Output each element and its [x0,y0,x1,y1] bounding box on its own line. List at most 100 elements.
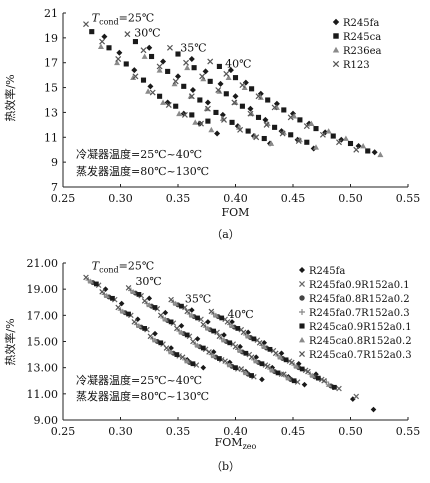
y-tick-label: 15 [44,82,58,95]
y-tick-label: 11.00 [27,388,59,401]
data-point [179,354,186,361]
data-point [171,80,178,87]
y-tick-label: 17.00 [27,309,59,322]
data-point [131,67,138,74]
data-point [263,121,270,128]
chart-panel-b: 0.25 0.30 0.35 0.40 0.45 0.50 0.55 9.00 11.00 13.… [3,257,420,473]
data-point [191,65,197,71]
data-point [299,366,305,372]
data-point [211,328,217,334]
data-point [261,340,268,346]
data-point [213,312,219,318]
x-axis-title-main: FOM [215,436,243,449]
data-point [189,87,196,94]
data-point [360,142,367,149]
data-point [353,146,360,153]
legend-label: R245fa0.8R152a0.2 [309,294,410,305]
legend-marker [299,309,305,315]
condensing-temperature-label: Tcond=25℃ [92,260,154,275]
y-tick-label: 13.00 [27,362,59,375]
data-point [237,126,244,133]
x-tick-label: 0.40 [223,192,248,205]
data-point [99,288,105,295]
data-point [256,340,263,346]
data-point [123,61,129,67]
data-point [365,148,371,154]
data-point [251,336,257,342]
y-axis-title: 热效率/% [3,318,17,365]
data-point [262,116,269,123]
legend-marker [299,295,305,301]
data-point [172,300,179,306]
data-point [330,133,336,139]
condition-note: 蒸发器温度=80℃~130℃ [76,389,209,403]
data-point [206,349,212,355]
data-point [152,337,158,343]
data-point [221,332,227,338]
legend-marker [332,46,340,53]
x-tick-label: 0.30 [108,192,133,205]
y-tick-label: 13 [44,106,58,119]
data-point [239,103,245,109]
legend: R245fa R245fa0.9R152a0.1 R245fa0.8R152a0.2… [299,266,412,361]
data-point [118,300,125,307]
data-point [242,79,249,86]
data-point [147,83,154,90]
legend-label: R236ea [343,46,382,57]
x-tick-label: 0.35 [166,192,191,205]
data-point [173,103,179,109]
data-point [189,112,195,118]
data-point [146,44,153,51]
data-point [215,87,222,94]
data-point [231,99,238,106]
data-point [259,361,265,367]
data-point [303,123,310,130]
data-point [336,385,342,392]
data-point [200,364,207,371]
x-tick-label: 0.40 [223,425,248,438]
data-point [261,343,268,349]
data-point [291,113,298,119]
data-point [272,350,279,357]
annotation-value: =25℃ [119,260,155,273]
data-point [93,281,99,287]
data-point [223,70,230,77]
data-point [268,140,275,146]
data-point [194,342,201,348]
data-point [196,120,203,127]
data-point [197,97,203,103]
data-point [207,78,213,84]
x-tick-label: 0.25 [51,192,76,205]
data-point [178,329,185,335]
data-point [265,97,271,103]
data-point [261,135,267,142]
data-point [280,371,287,378]
y-tick-label: 11 [44,131,58,144]
data-point [131,319,138,325]
data-point [188,93,195,100]
series-r245ca0-7r152a0-3 [83,274,327,384]
legend-label: R245fa [309,266,345,277]
legend-label: R245ca0.7R152a0.3 [309,350,412,361]
data-point [142,326,148,331]
data-point [189,312,195,318]
data-point [140,77,147,83]
data-point [124,31,131,38]
data-point [208,126,215,133]
data-point [255,114,262,120]
data-point [156,67,163,73]
data-point [370,406,377,413]
annotation-symbol: T [92,12,101,25]
x-tick-label: 0.45 [281,192,306,205]
data-point [165,101,172,108]
condensing-temperature-label: 35℃ [180,42,206,55]
data-point [160,58,167,65]
legend-marker [333,33,339,39]
chart-panel-a: 0.25 0.30 0.35 0.40 0.45 0.50 0.55 7 9 11 13 15 17 19… [3,7,420,241]
data-point [152,330,158,337]
data-point [287,114,294,121]
data-point [146,302,153,308]
y-tick-label: 19 [44,32,58,45]
condensing-temperature-label: 35℃ [185,292,211,305]
data-point [102,286,109,292]
